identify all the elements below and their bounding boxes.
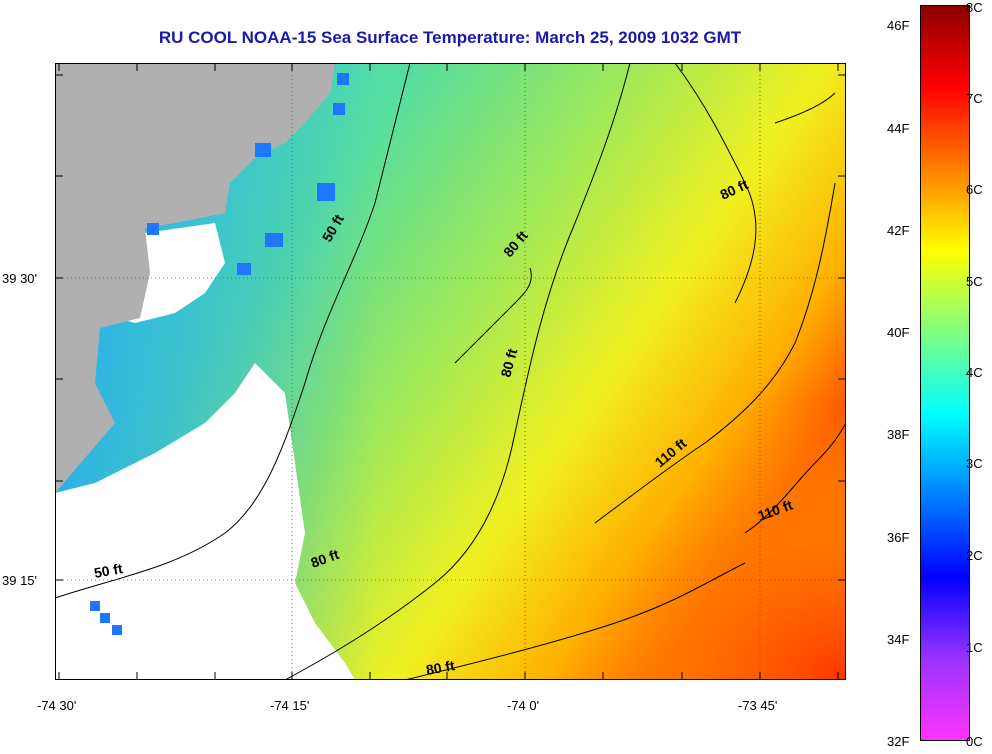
- colorbar-f-label: 32F: [887, 734, 910, 749]
- map-border: [55, 63, 846, 680]
- contour-label: 80 ft: [497, 347, 520, 379]
- lon-tick-label: -73 45': [738, 698, 778, 713]
- lon-tick-label: -74 0': [507, 698, 540, 713]
- sst-map: 50 ft 50 ft 80 ft 80 ft 80 ft 80 ft 80 f…: [54, 62, 847, 681]
- colorbar-f-label: 34F: [887, 632, 910, 647]
- colorbar-c-label: 2C: [966, 548, 983, 563]
- lon-tick-label: -74 30': [37, 698, 77, 713]
- colorbar-c-label: 8C: [966, 0, 983, 15]
- colorbar-c-label: 1C: [966, 640, 983, 655]
- colorbar-f-label: 36F: [887, 530, 910, 545]
- edge-ticks: [55, 63, 846, 680]
- contour-label: 80 ft: [425, 657, 456, 678]
- colorbar-c-label: 6C: [966, 182, 983, 197]
- graticule: [55, 63, 846, 680]
- colorbar-c-label: 4C: [966, 365, 983, 380]
- colorbar-f-label: 42F: [887, 223, 910, 238]
- no-data-area: [55, 363, 355, 680]
- colorbar-f-label: 38F: [887, 427, 910, 442]
- map-title: RU COOL NOAA-15 Sea Surface Temperature:…: [158, 28, 742, 47]
- contour-label: 50 ft: [93, 560, 124, 581]
- bathymetry-contours: [54, 62, 847, 681]
- colorbar-f-label: 40F: [887, 325, 910, 340]
- colorbar-c-label: 5C: [966, 274, 983, 289]
- land-mass: [55, 63, 335, 493]
- colorbar-c-label: 0C: [966, 734, 983, 749]
- lat-tick-label: 39 30': [2, 271, 38, 286]
- colorbar-f-label: 46F: [887, 18, 910, 33]
- colorbar-c-label: 7C: [966, 91, 983, 106]
- temperature-colorbar: [920, 5, 970, 741]
- cold-pixels: [90, 73, 349, 635]
- colorbar-c-label: 3C: [966, 456, 983, 471]
- colorbar-f-label: 44F: [887, 121, 910, 136]
- lat-tick-label: 39 15': [2, 573, 38, 588]
- lon-tick-label: -74 15': [270, 698, 310, 713]
